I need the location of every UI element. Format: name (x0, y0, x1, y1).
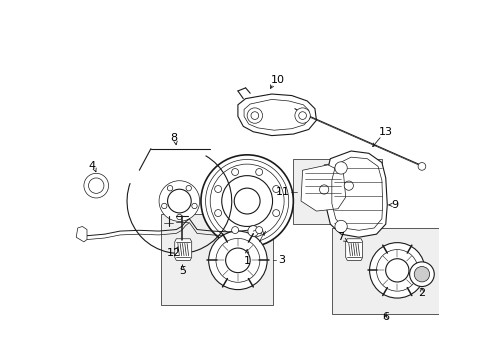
Circle shape (176, 214, 182, 220)
Circle shape (272, 185, 279, 193)
Circle shape (344, 181, 353, 190)
Text: 11: 11 (275, 187, 289, 197)
Circle shape (413, 266, 429, 282)
Circle shape (246, 108, 262, 123)
Circle shape (231, 226, 238, 234)
Bar (293, 159, 381, 224)
Text: 6: 6 (382, 312, 388, 322)
Polygon shape (76, 226, 87, 242)
Bar (331, 228, 439, 314)
Circle shape (231, 168, 238, 175)
Circle shape (255, 226, 262, 234)
Circle shape (159, 181, 199, 221)
Circle shape (298, 112, 306, 120)
Circle shape (201, 155, 293, 247)
Polygon shape (322, 160, 369, 209)
Circle shape (191, 203, 197, 209)
Circle shape (167, 185, 172, 191)
Circle shape (294, 108, 310, 123)
Text: 3: 3 (277, 255, 285, 265)
Circle shape (225, 248, 250, 273)
Text: 4: 4 (89, 161, 96, 171)
Circle shape (208, 231, 266, 289)
Text: 10: 10 (270, 75, 285, 85)
Circle shape (247, 226, 258, 237)
Circle shape (334, 162, 346, 174)
Circle shape (88, 178, 104, 193)
Circle shape (319, 185, 328, 194)
Text: 5: 5 (179, 266, 185, 276)
Circle shape (185, 185, 191, 191)
Polygon shape (238, 94, 316, 136)
Circle shape (214, 210, 221, 216)
Polygon shape (301, 165, 345, 211)
Circle shape (250, 112, 258, 120)
Text: 12: 12 (166, 248, 181, 258)
Circle shape (255, 168, 262, 175)
Text: 13: 13 (378, 127, 392, 137)
Circle shape (161, 203, 166, 209)
Polygon shape (325, 151, 386, 237)
Circle shape (234, 188, 260, 214)
Text: 1: 1 (243, 256, 250, 266)
Circle shape (385, 259, 408, 282)
Text: 9: 9 (390, 200, 397, 210)
Circle shape (84, 173, 108, 198)
Circle shape (214, 185, 221, 193)
Circle shape (369, 243, 424, 298)
Text: 2: 2 (418, 288, 425, 298)
Circle shape (272, 210, 279, 216)
Polygon shape (345, 239, 362, 260)
Text: 7: 7 (337, 232, 344, 242)
Circle shape (334, 220, 346, 233)
Polygon shape (174, 239, 191, 260)
Text: 8: 8 (170, 133, 177, 143)
Circle shape (417, 163, 425, 170)
Circle shape (167, 189, 191, 213)
Bar (161, 214, 272, 305)
Circle shape (409, 262, 433, 287)
